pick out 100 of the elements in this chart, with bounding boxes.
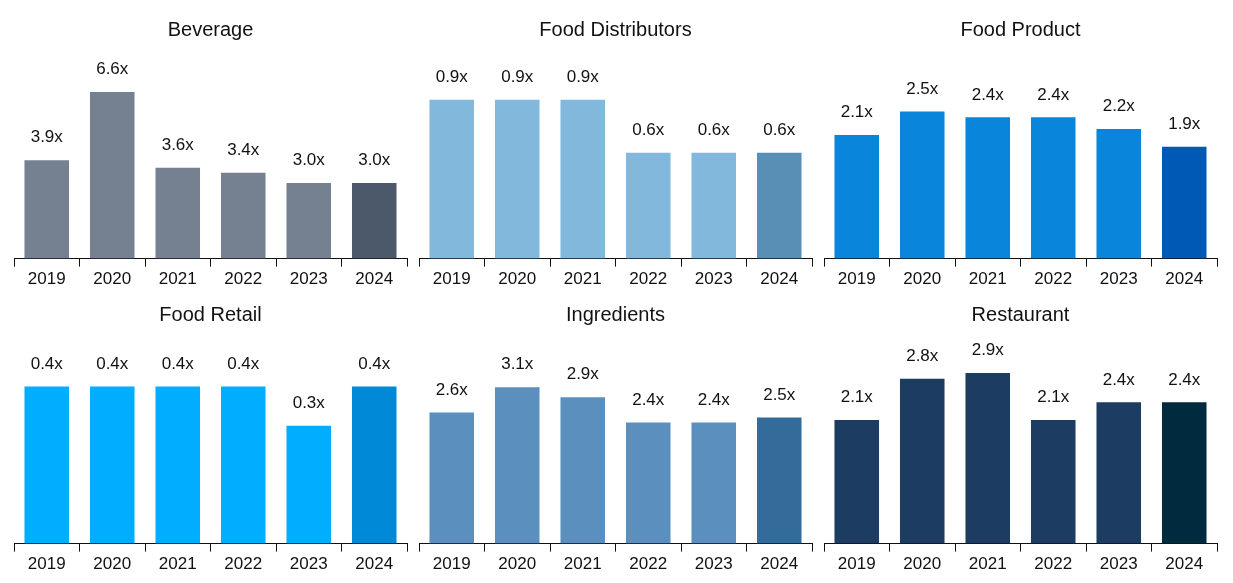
data-label: 2.8x (906, 345, 939, 365)
bar (1030, 419, 1076, 544)
bar (1030, 117, 1076, 259)
data-label: 2.4x (1102, 369, 1136, 389)
x-tick-label: 2019 (27, 269, 66, 289)
x-tick-label: 2022 (1034, 269, 1073, 289)
data-label: 2.2x (1102, 96, 1136, 116)
chart-title: Food Distributors (539, 17, 692, 40)
x-tick-label: 2019 (837, 554, 876, 574)
data-label: 0.6x (763, 119, 796, 139)
x-tick-label: 2019 (837, 269, 876, 289)
x-tick-label: 2023 (694, 269, 733, 289)
x-tick-label: 2021 (563, 269, 602, 289)
data-label: 2.9x (566, 364, 600, 384)
data-label: 2.4x (1037, 84, 1070, 104)
data-label: 2.5x (763, 384, 796, 404)
x-tick-label: 2024 (760, 269, 799, 289)
bar (494, 387, 540, 544)
x-tick-label: 2023 (289, 554, 328, 574)
chart-title: Beverage (167, 17, 254, 40)
bar (1096, 129, 1142, 259)
x-tick-label: 2021 (563, 554, 602, 574)
bar (89, 92, 135, 259)
data-label: 2.4x (632, 389, 665, 409)
data-label: 2.4x (971, 84, 1005, 104)
x-tick-label: 2020 (903, 269, 942, 289)
data-label: 6.6x (96, 59, 129, 79)
x-tick-label: 2020 (498, 554, 537, 574)
x-tick-label: 2021 (158, 554, 197, 574)
x-tick-label: 2019 (27, 554, 66, 574)
data-label: 3.0x (358, 150, 391, 170)
data-label: 2.4x (1168, 369, 1201, 389)
data-label: 2.4x (697, 389, 731, 409)
x-tick-label: 2021 (968, 269, 1007, 289)
bar (560, 397, 606, 544)
x-tick-label: 2020 (93, 269, 132, 289)
x-tick-label: 2020 (903, 554, 942, 574)
bar (220, 172, 266, 259)
x-tick-label: 2019 (432, 269, 471, 289)
data-label: 0.4x (30, 353, 64, 373)
x-tick-label: 2024 (760, 554, 799, 574)
data-label: 0.4x (161, 353, 195, 373)
bar (834, 419, 880, 544)
bar (756, 417, 802, 544)
bar (899, 111, 945, 259)
bar (625, 422, 671, 544)
x-tick-label: 2022 (629, 554, 668, 574)
data-label: 2.5x (906, 78, 939, 98)
bar (691, 422, 737, 544)
bar (286, 182, 332, 259)
data-label: 3.9x (30, 127, 64, 147)
chart-title: Food Product (960, 17, 1081, 40)
bar (1161, 146, 1207, 259)
data-label: 0.6x (632, 119, 665, 139)
x-tick-label: 2022 (224, 554, 263, 574)
bar (899, 378, 945, 544)
data-label: 0.4x (96, 353, 129, 373)
data-label: 0.9x (435, 66, 469, 86)
data-label: 3.0x (292, 150, 326, 170)
data-label: 0.4x (358, 353, 391, 373)
data-label: 3.1x (501, 354, 534, 374)
data-label: 3.6x (161, 134, 195, 154)
x-tick-label: 2024 (1165, 554, 1204, 574)
x-tick-label: 2023 (1099, 554, 1138, 574)
data-label: 0.4x (227, 353, 260, 373)
x-tick-label: 2024 (1165, 269, 1204, 289)
data-label: 2.6x (435, 379, 469, 399)
x-tick-label: 2022 (629, 269, 668, 289)
data-label: 0.9x (501, 66, 534, 86)
x-tick-label: 2021 (968, 554, 1007, 574)
x-tick-label: 2023 (694, 554, 733, 574)
bar (965, 372, 1011, 544)
x-tick-label: 2019 (432, 554, 471, 574)
data-label: 0.9x (566, 66, 600, 86)
chart-title: Restaurant (971, 302, 1070, 325)
x-tick-label: 2022 (224, 269, 263, 289)
data-label: 1.9x (1168, 113, 1201, 133)
bar (24, 160, 70, 259)
x-tick-label: 2020 (498, 269, 537, 289)
bar (351, 182, 397, 259)
data-label: 0.6x (697, 119, 731, 139)
x-tick-label: 2024 (355, 554, 394, 574)
data-label: 0.3x (292, 393, 326, 413)
x-tick-label: 2023 (1099, 269, 1138, 289)
x-tick-label: 2022 (1034, 554, 1073, 574)
x-tick-label: 2023 (289, 269, 328, 289)
data-label: 2.9x (971, 340, 1005, 360)
bar (1161, 402, 1207, 544)
data-label: 3.4x (227, 140, 260, 160)
data-label: 2.1x (1037, 387, 1070, 407)
bar (834, 134, 880, 259)
x-tick-label: 2021 (158, 269, 197, 289)
bar (429, 412, 475, 544)
chart-title: Food Retail (159, 302, 262, 325)
data-label: 2.1x (840, 387, 874, 407)
x-tick-label: 2024 (355, 269, 394, 289)
data-label: 2.1x (840, 102, 874, 122)
bar (965, 117, 1011, 259)
x-tick-label: 2020 (93, 554, 132, 574)
bar (1096, 402, 1142, 544)
